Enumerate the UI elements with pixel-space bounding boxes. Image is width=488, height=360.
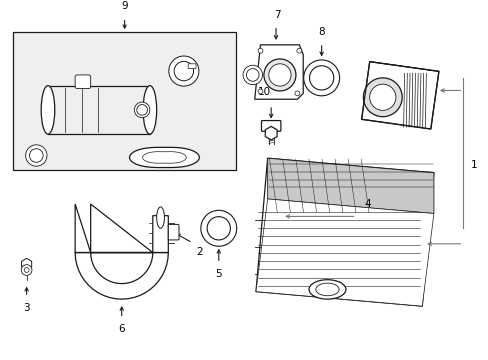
- Polygon shape: [129, 147, 199, 167]
- Circle shape: [24, 267, 29, 273]
- Circle shape: [258, 48, 263, 53]
- Polygon shape: [254, 45, 303, 99]
- Circle shape: [21, 265, 32, 275]
- FancyBboxPatch shape: [188, 64, 196, 69]
- Circle shape: [294, 91, 299, 96]
- Circle shape: [258, 89, 263, 94]
- Circle shape: [246, 69, 259, 81]
- Circle shape: [309, 66, 333, 90]
- Text: 3: 3: [23, 303, 30, 313]
- Text: 6: 6: [118, 324, 125, 334]
- Ellipse shape: [41, 86, 55, 134]
- Polygon shape: [142, 152, 186, 163]
- Polygon shape: [267, 158, 433, 213]
- Polygon shape: [21, 258, 32, 270]
- Circle shape: [201, 210, 236, 246]
- Polygon shape: [361, 62, 438, 129]
- Circle shape: [296, 48, 301, 53]
- Circle shape: [264, 59, 295, 91]
- Polygon shape: [255, 199, 433, 306]
- Polygon shape: [255, 158, 433, 306]
- Text: 2: 2: [196, 247, 202, 257]
- Circle shape: [303, 60, 339, 96]
- Ellipse shape: [156, 207, 164, 228]
- Ellipse shape: [143, 86, 156, 134]
- Ellipse shape: [308, 280, 345, 299]
- Circle shape: [369, 84, 395, 111]
- Text: 9: 9: [121, 1, 128, 11]
- Circle shape: [137, 104, 147, 115]
- Circle shape: [168, 56, 199, 86]
- Circle shape: [268, 64, 290, 86]
- Text: 10: 10: [257, 87, 270, 97]
- Text: 8: 8: [318, 27, 325, 37]
- FancyBboxPatch shape: [168, 224, 179, 240]
- Polygon shape: [265, 126, 277, 140]
- Circle shape: [134, 102, 149, 118]
- Bar: [13, 32, 236, 170]
- Text: 7: 7: [273, 10, 280, 20]
- Circle shape: [25, 145, 47, 166]
- Ellipse shape: [315, 283, 339, 296]
- Circle shape: [29, 149, 43, 162]
- FancyBboxPatch shape: [261, 121, 280, 131]
- Text: 4: 4: [364, 199, 370, 209]
- Text: 5: 5: [215, 269, 222, 279]
- Circle shape: [207, 217, 230, 240]
- Circle shape: [243, 65, 262, 85]
- Circle shape: [174, 61, 193, 81]
- Circle shape: [363, 78, 402, 117]
- Polygon shape: [75, 204, 168, 299]
- FancyBboxPatch shape: [75, 75, 90, 89]
- Text: 1: 1: [470, 160, 477, 170]
